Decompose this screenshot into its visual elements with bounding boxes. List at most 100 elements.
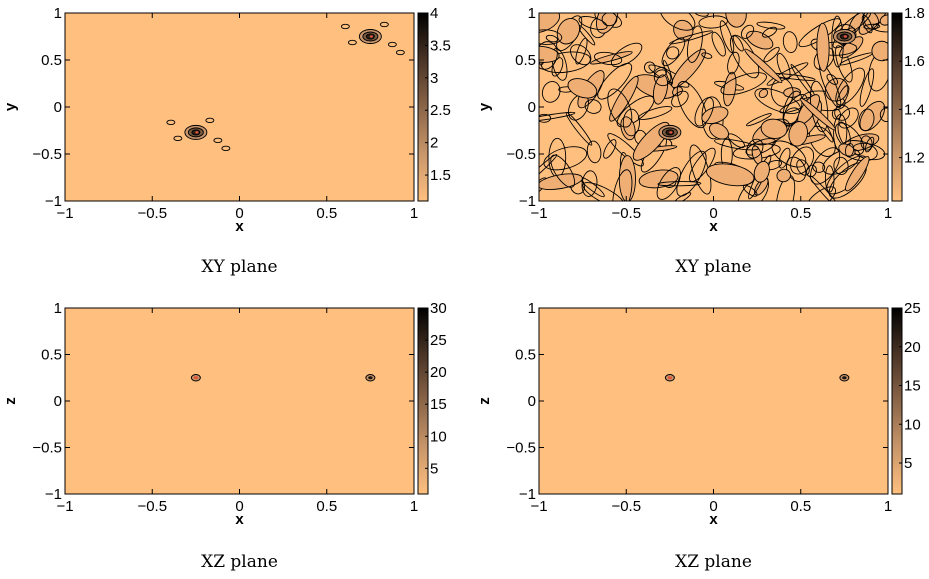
noise-contour (701, 52, 713, 59)
x-tick-label: 0 (235, 205, 243, 222)
noise-contour (541, 81, 561, 103)
x-tick-label: −1 (56, 498, 73, 515)
noise-contour (705, 163, 755, 187)
colorbar-tick-label: 1.6 (904, 53, 925, 70)
panel-caption: XY plane (675, 257, 751, 277)
y-tick-label: 0 (54, 99, 62, 116)
peak-marker (832, 29, 856, 44)
y-tick-label: 0 (528, 99, 536, 116)
noise-contour (834, 104, 850, 121)
noise-contour (763, 46, 780, 63)
noise-contour (656, 167, 681, 200)
noise-contour (871, 40, 888, 62)
noise-contour (859, 68, 875, 107)
noise-contour (719, 20, 735, 54)
noise-contour (815, 41, 858, 56)
noise-contour (616, 95, 655, 128)
y-axis-label: z (476, 397, 493, 405)
y-tick-label: −1 (519, 193, 536, 210)
colorbar-tick-label: 5 (904, 455, 912, 472)
peak-marker (190, 374, 201, 382)
contour-layer (190, 374, 376, 382)
noise-contour (723, 71, 737, 107)
noise-contour (745, 113, 772, 127)
peak-core (843, 35, 847, 38)
noise-contour (550, 154, 576, 188)
colorbar-tick-label: 10 (904, 416, 921, 433)
colorbar-gradient (417, 12, 429, 202)
x-tick-label: 0.5 (790, 498, 811, 515)
x-tick-label: −0.5 (137, 498, 167, 515)
noise-contour (760, 118, 788, 139)
noise-contour (673, 192, 692, 201)
colorbar: 5 10 15 20 25 30 (417, 300, 447, 495)
noise-contour (567, 78, 598, 99)
noise-contour (694, 13, 709, 17)
noise-contour (601, 13, 618, 27)
noise-contour (732, 35, 744, 52)
colorbar-tick-label: 25 (430, 332, 447, 349)
noise-contour (689, 144, 712, 195)
panel-caption: XZ plane (675, 552, 752, 572)
noise-contour (824, 165, 835, 193)
peak-ripple (347, 39, 357, 46)
colorbar-gradient (891, 12, 903, 202)
noise-contour (799, 97, 836, 131)
noise-contour (788, 121, 808, 147)
contour-layer (664, 374, 850, 382)
x-axis-label: x (709, 511, 718, 528)
noise-contour (740, 24, 755, 39)
colorbar-tick-label: 5 (430, 460, 438, 477)
noise-contour (622, 108, 640, 137)
y-tick-label: 0.5 (41, 347, 62, 364)
x-tick-label: −1 (530, 205, 547, 222)
panel-3: −1 −0.5 0 0.5 1 −1 −0.5 0 0.5 1 x z 5 10 15 20 25 30 XZ pl… (2, 300, 447, 572)
x-tick-label: 0 (709, 498, 717, 515)
noise-contour (756, 21, 786, 30)
noise-contour (762, 26, 778, 38)
y-tick-label: 0 (54, 393, 62, 410)
x-tick-label: 0 (235, 498, 243, 515)
noise-contour (666, 46, 680, 60)
plot-background (65, 308, 414, 494)
noise-contour (782, 31, 798, 53)
y-tick-label: −0.5 (506, 146, 536, 163)
noise-contour (597, 62, 633, 100)
noise-contour (582, 182, 626, 201)
noise-contour (835, 67, 866, 106)
peak-marker (658, 124, 682, 140)
noise-contour (581, 170, 598, 197)
noise-contour (612, 169, 633, 201)
x-tick-label: 0.5 (316, 205, 337, 222)
panel-caption: XY plane (201, 257, 277, 277)
peak-core (369, 35, 373, 38)
y-tick-label: 0.5 (41, 52, 62, 69)
contour-layer (539, 13, 888, 201)
colorbar: 5 10 15 20 25 (891, 300, 921, 495)
peak-marker (340, 21, 405, 56)
x-axis-label: x (235, 218, 244, 235)
panel-2: −1 −0.5 0 0.5 1 −1 −0.5 0 0.5 1 x y 1.2 1.4 1.6 1.8 XY p… (476, 5, 925, 277)
noise-contour (776, 168, 791, 183)
noise-contour (584, 99, 602, 114)
peak-ripple (166, 119, 176, 126)
noise-contour (714, 138, 759, 151)
noise-contour (824, 77, 849, 102)
noise-contour (539, 111, 576, 122)
x-axis-label: x (709, 218, 718, 235)
colorbar-tick-label: 25 (904, 300, 921, 317)
panel-1: −1 −0.5 0 0.5 1 −1 −0.5 0 0.5 1 x y 1.5 2 2.5 3 3.5 4 XY p… (2, 5, 451, 277)
noise-contour (539, 154, 558, 187)
y-tick-label: 0 (528, 393, 536, 410)
noise-contour (725, 13, 747, 28)
noise-contour (816, 22, 830, 72)
colorbar-tick-label: 15 (904, 378, 921, 395)
y-tick-label: 0.5 (515, 52, 536, 69)
noise-contour (556, 17, 581, 45)
noise-contour (809, 175, 842, 201)
noise-contour (833, 156, 849, 175)
peak-marker (166, 117, 231, 152)
noise-contour (609, 75, 639, 122)
y-axis-label: z (2, 397, 19, 405)
noise-contour (539, 45, 560, 63)
